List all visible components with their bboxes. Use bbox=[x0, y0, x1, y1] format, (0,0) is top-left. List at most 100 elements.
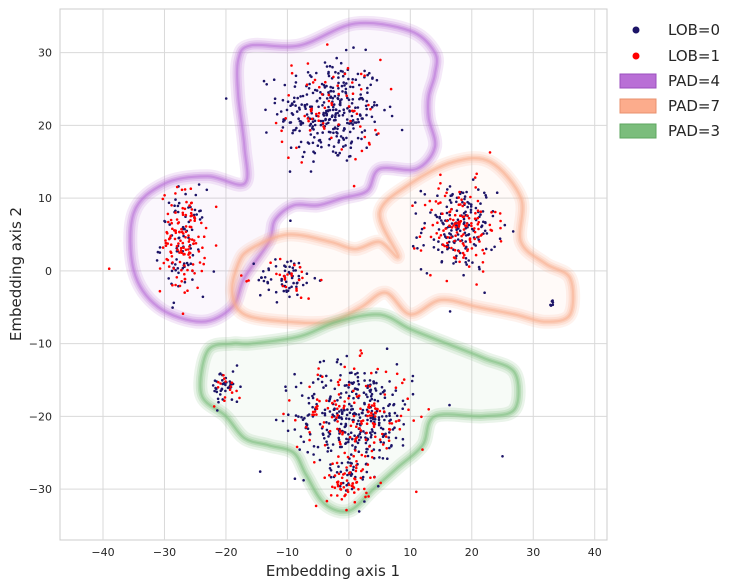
point-lob1 bbox=[223, 396, 227, 399]
point-lob0 bbox=[184, 192, 187, 196]
point-lob0 bbox=[341, 136, 345, 140]
point-lob0 bbox=[288, 265, 291, 269]
point-lob0 bbox=[357, 510, 361, 513]
point-lob0 bbox=[291, 131, 294, 135]
point-lob0 bbox=[308, 105, 312, 108]
point-lob1 bbox=[467, 265, 471, 268]
point-lob1 bbox=[193, 272, 196, 275]
point-lob1 bbox=[423, 226, 426, 230]
point-lob1 bbox=[474, 253, 478, 257]
point-lob0 bbox=[307, 87, 311, 90]
point-lob1 bbox=[188, 251, 192, 255]
point-lob0 bbox=[410, 379, 414, 383]
point-lob1 bbox=[453, 256, 457, 260]
point-lob0 bbox=[325, 374, 328, 378]
point-lob1 bbox=[367, 403, 371, 407]
point-lob1 bbox=[474, 211, 477, 215]
point-lob1 bbox=[317, 111, 321, 115]
point-lob0 bbox=[383, 418, 386, 422]
point-lob0 bbox=[340, 84, 344, 88]
point-lob0 bbox=[335, 471, 339, 474]
point-lob1 bbox=[336, 420, 339, 423]
point-lob0 bbox=[364, 436, 367, 439]
point-lob0 bbox=[416, 247, 419, 250]
point-lob0 bbox=[263, 276, 267, 279]
point-lob0 bbox=[300, 103, 304, 106]
point-lob1 bbox=[321, 425, 325, 429]
point-lob0 bbox=[444, 235, 447, 238]
point-lob1 bbox=[460, 198, 463, 201]
point-lob0 bbox=[357, 419, 360, 423]
point-lob0 bbox=[366, 73, 369, 77]
point-lob1 bbox=[345, 94, 349, 97]
point-lob1 bbox=[278, 273, 282, 277]
point-lob1 bbox=[224, 380, 227, 383]
contour-line bbox=[227, 153, 578, 328]
point-lob0 bbox=[385, 414, 388, 418]
point-lob1 bbox=[169, 250, 172, 253]
point-lob1 bbox=[309, 108, 313, 111]
point-lob1 bbox=[357, 488, 360, 491]
point-lob0 bbox=[305, 93, 309, 96]
point-lob1 bbox=[315, 112, 318, 116]
point-lob0 bbox=[382, 406, 385, 410]
point-lob1 bbox=[331, 462, 334, 466]
point-lob0 bbox=[177, 201, 181, 205]
point-lob0 bbox=[323, 437, 326, 440]
point-lob0 bbox=[260, 276, 263, 279]
point-lob1 bbox=[359, 72, 363, 76]
point-lob0 bbox=[331, 150, 335, 153]
point-lob1 bbox=[173, 229, 176, 232]
point-lob1 bbox=[214, 244, 218, 247]
point-lob0 bbox=[435, 215, 439, 219]
point-lob1 bbox=[158, 289, 162, 293]
point-lob0 bbox=[373, 101, 376, 104]
point-lob1 bbox=[358, 427, 361, 430]
point-lob0 bbox=[341, 113, 345, 117]
point-lob0 bbox=[448, 213, 452, 217]
point-lob0 bbox=[381, 435, 385, 439]
point-lob0 bbox=[318, 138, 322, 142]
point-lob0 bbox=[339, 363, 343, 366]
y-tick-label: 30 bbox=[38, 47, 52, 60]
point-lob1 bbox=[323, 443, 327, 447]
point-lob1 bbox=[338, 404, 341, 408]
point-lob1 bbox=[300, 161, 304, 164]
point-lob1 bbox=[181, 211, 185, 215]
point-lob0 bbox=[332, 145, 336, 148]
point-lob1 bbox=[336, 483, 340, 486]
point-lob0 bbox=[320, 82, 324, 86]
point-lob1 bbox=[290, 272, 293, 275]
point-lob0 bbox=[393, 426, 396, 430]
point-lob0 bbox=[301, 94, 305, 98]
point-lob1 bbox=[337, 455, 340, 458]
point-lob0 bbox=[345, 391, 348, 394]
point-lob0 bbox=[346, 107, 349, 110]
point-lob1 bbox=[369, 107, 372, 111]
point-lob1 bbox=[280, 140, 284, 144]
point-lob0 bbox=[284, 280, 288, 284]
y-axis-label: Embedding axis 2 bbox=[7, 207, 25, 341]
point-lob0 bbox=[383, 389, 386, 393]
point-lob1 bbox=[368, 445, 371, 448]
point-lob1 bbox=[174, 192, 177, 195]
point-lob0 bbox=[349, 141, 353, 145]
point-lob1 bbox=[377, 132, 380, 135]
point-lob0 bbox=[315, 89, 319, 92]
point-lob1 bbox=[184, 213, 188, 217]
point-lob1 bbox=[223, 399, 226, 403]
point-lob0 bbox=[392, 402, 396, 406]
point-lob1 bbox=[348, 471, 351, 475]
point-lob0 bbox=[341, 410, 344, 414]
point-lob0 bbox=[307, 396, 310, 400]
point-lob0 bbox=[317, 105, 320, 109]
point-lob0 bbox=[325, 97, 329, 100]
point-lob1 bbox=[336, 84, 340, 87]
point-lob1 bbox=[360, 149, 364, 153]
point-lob0 bbox=[369, 419, 373, 423]
point-lob0 bbox=[358, 432, 362, 436]
point-lob1 bbox=[286, 273, 289, 276]
point-lob0 bbox=[312, 392, 316, 396]
point-lob1 bbox=[340, 476, 344, 480]
